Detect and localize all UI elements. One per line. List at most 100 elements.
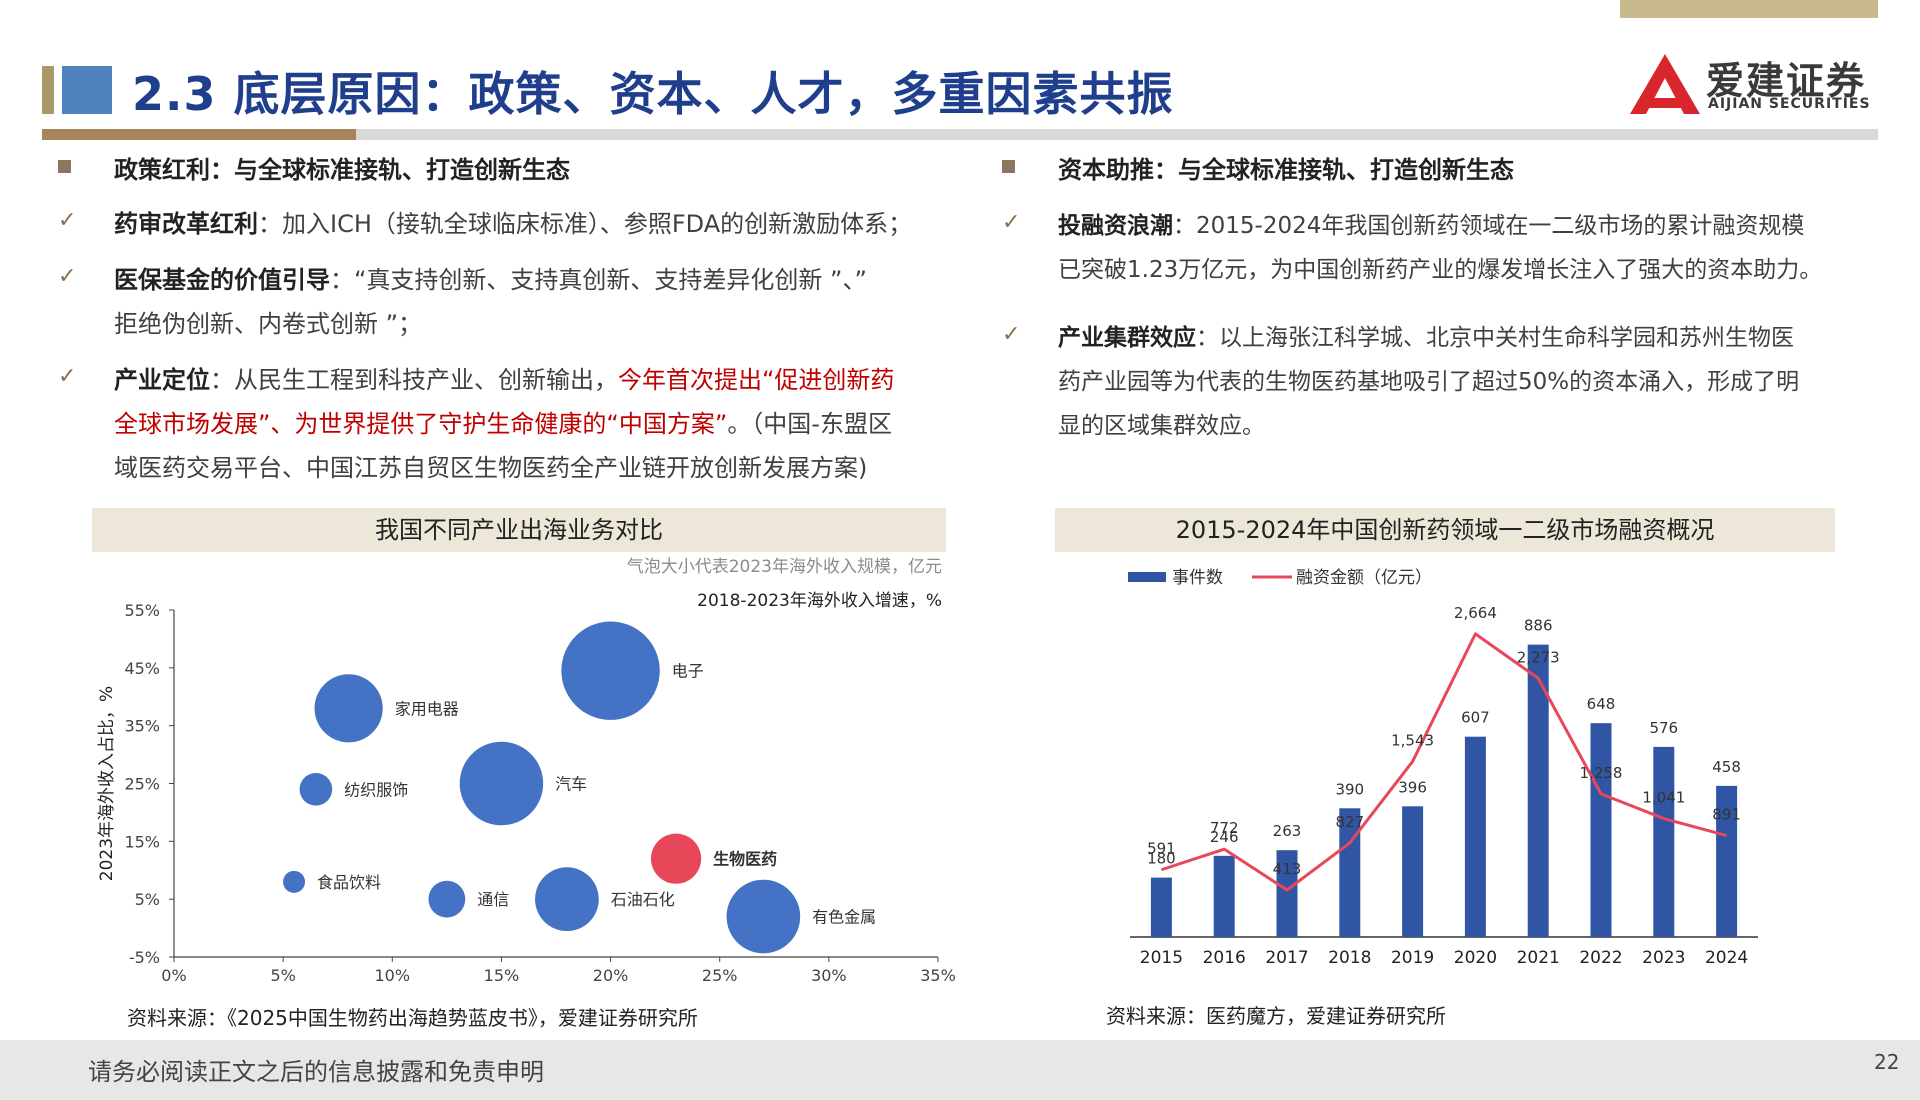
combo-x-tick-label: 2020 [1454,948,1497,968]
bubble-y-tick-label: 15% [124,832,160,851]
bar-value-label: 246 [1210,828,1239,846]
line-value-label: 2,664 [1454,604,1497,622]
bubble-x-tick-label: 25% [702,966,738,985]
bubble-point-label: 纺织服饰 [344,780,408,799]
header-rule-accent [42,129,356,140]
bubble-point-label: 石油石化 [611,890,675,909]
capital-item-2: 产业集群效应：以上海张江科学城、北京中关村生命科学园和苏州生物医药产业园等为代表… [1058,316,1799,448]
logo-text-cn: 爱建证券 [1706,59,1867,103]
right-heading: 资本助推：与全球标准接轨、打造创新生态 [1058,156,1514,184]
policy-item-2-text-cont: 拒绝伪创新、内卷式创新 ”； [114,310,423,338]
bar-event-count [1402,806,1424,937]
bubble-point [283,870,306,893]
bubble-y-tick-label: 5% [135,890,160,909]
line-value-label: 591 [1147,840,1176,858]
bubble-chart-title: 我国不同产业出海业务对比 [92,508,946,552]
checkmark-icon: ✓ [58,264,77,289]
bubble-x-tick-label: 35% [920,966,956,985]
checkmark-icon: ✓ [58,364,77,389]
legend-swatch-bars [1128,572,1166,582]
bubble-x-tick-label: 15% [484,966,520,985]
bubble-y-tick-label: 35% [124,717,160,736]
policy-item-3-highlight-cont: 全球市场发展”、为世界提供了守护生命健康的“中国方案” [114,410,728,438]
line-value-label: 1,041 [1642,789,1685,807]
capital-item-2-text-cont2: 显的区域集群效应。 [1058,413,1265,439]
combo-x-tick-label: 2015 [1140,948,1183,968]
policy-item-1-key: 药审改革红利 [114,210,258,238]
bubble-y-tick-label: 55% [124,601,160,620]
bar-event-count [1527,644,1549,937]
line-value-label: 891 [1712,806,1741,824]
line-value-label: 772 [1210,819,1239,837]
bubble-point [535,867,599,932]
combo-x-tick-label: 2022 [1579,948,1622,968]
bar-value-label: 396 [1398,778,1427,796]
capital-item-1: 投融资浪潮：2015-2024年我国创新药领域在一二级市场的累计融资规模 已突破1… [1058,204,1822,292]
bullet-square-icon [58,160,71,173]
combo-chart-source: 资料来源：医药魔方，爱建证券研究所 [1106,1004,1446,1028]
bullet-square-icon [1002,160,1015,173]
title-marker-block [62,66,112,114]
bubble-point-label: 生物医药 [713,850,777,869]
policy-item-3: 产业定位：从民生工程到科技产业、创新输出，今年首次提出“促进创新药全球市场发展”… [114,358,894,490]
bar-value-label: 886 [1524,617,1553,635]
bubble-point-label: 家用电器 [395,699,459,718]
bubble-point-label: 食品饮料 [317,873,381,892]
bubble-y-tick-label: -5% [129,948,160,967]
bubble-point-label: 有色金属 [812,908,876,927]
bar-event-count [1464,736,1486,937]
bubble-chart: 气泡大小代表2023年海外收入规模，亿元 2018-2023年海外收入增速，% 20… [97,557,956,985]
header-rule [42,129,1878,140]
line-value-label: 827 [1335,813,1364,831]
left-heading: 政策红利：与全球标准接轨、打造创新生态 [114,156,570,184]
company-logo: 爱建证券 AIJIAN SECURITIES [1630,50,1878,116]
bubble-point [299,772,333,806]
bubble-point-label: 电子 [672,662,704,681]
combo-chart-title: 2015-2024年中国创新药领域一二级市场融资概况 [1055,508,1835,552]
policy-item-2-key: 医保基金的价值引导 [114,266,330,294]
policy-item-3-key: 产业定位 [114,366,210,394]
capital-item-2-text-cont: 药产业园等为代表的生物医药基地吸引了超过50%的资本涌入，形成了明 [1058,369,1800,395]
policy-item-1: 药审改革红利：加入ICH（接轨全球临床标准）、参照FDA的创新激励体系； [114,202,912,246]
capital-item-1-text-cont: 已突破1.23万亿元，为中国创新药产业的爆发增长注入了强大的资本助力。 [1058,257,1823,283]
policy-item-1-text: ：加入ICH（接轨全球临床标准）、参照FDA的创新激励体系； [258,210,913,238]
policy-item-2: 医保基金的价值引导：“真支持创新、支持真创新、支持差异化创新 ”、” 拒绝伪创新、… [114,258,867,346]
bar-value-label: 263 [1273,822,1302,840]
bar-value-label: 390 [1335,780,1364,798]
bubble-x-tick-label: 20% [593,966,629,985]
capital-item-2-text: ：以上海张江科学城、北京中关村生命科学园和苏州生物医 [1196,325,1794,351]
logo-mark-icon [1630,54,1700,114]
bar-event-count [1339,808,1361,937]
bar-event-count [1653,746,1675,937]
combo-chart: 事件数 融资金额（亿元） 180 246 263 390 396 607 886 648 576 45… [1128,568,1758,968]
bar-event-count [1276,850,1298,937]
bubble-chart-source: 资料来源：《2025中国生物药出海趋势蓝皮书》，爱建证券研究所 [127,1006,698,1030]
title-marker-bar [42,66,54,114]
line-value-label: 2,273 [1517,648,1560,666]
legend-label-line: 融资金额（亿元） [1296,568,1432,588]
logo-text-en: AIJIAN SECURITIES [1708,96,1871,112]
bubble-x-tick-label: 30% [811,966,847,985]
bubble-x-axis-label: 2018-2023年海外收入增速，% [697,591,942,611]
checkmark-icon: ✓ [1002,322,1021,347]
bubble-y-tick-label: 25% [124,775,160,794]
combo-x-tick-label: 2021 [1517,948,1560,968]
bar-value-label: 576 [1649,719,1678,737]
combo-x-tick-label: 2019 [1391,948,1434,968]
combo-x-tick-label: 2016 [1203,948,1246,968]
capital-item-2-key: 产业集群效应 [1058,325,1196,351]
line-value-label: 413 [1273,860,1302,878]
bar-value-label: 180 [1147,850,1176,868]
page-number: 22 [1874,1050,1900,1074]
bubble-point [314,674,383,743]
policy-item-3-text: ：从民生工程到科技产业、创新输出， [210,366,618,394]
capital-item-1-text: ：2015-2024年我国创新药领域在一二级市场的累计融资规模 [1173,213,1805,239]
bar-value-label: 607 [1461,709,1490,727]
bubble-y-axis-label: 2023年海外收入占比，% [97,686,117,881]
line-financing-amount [1160,632,1727,892]
bubble-x-tick-label: 10% [375,966,411,985]
combo-x-tick-label: 2018 [1328,948,1371,968]
top-accent-bar [1620,0,1878,18]
checkmark-icon: ✓ [1002,210,1021,235]
policy-item-3-highlight: 今年首次提出“促进创新药 [618,366,895,394]
